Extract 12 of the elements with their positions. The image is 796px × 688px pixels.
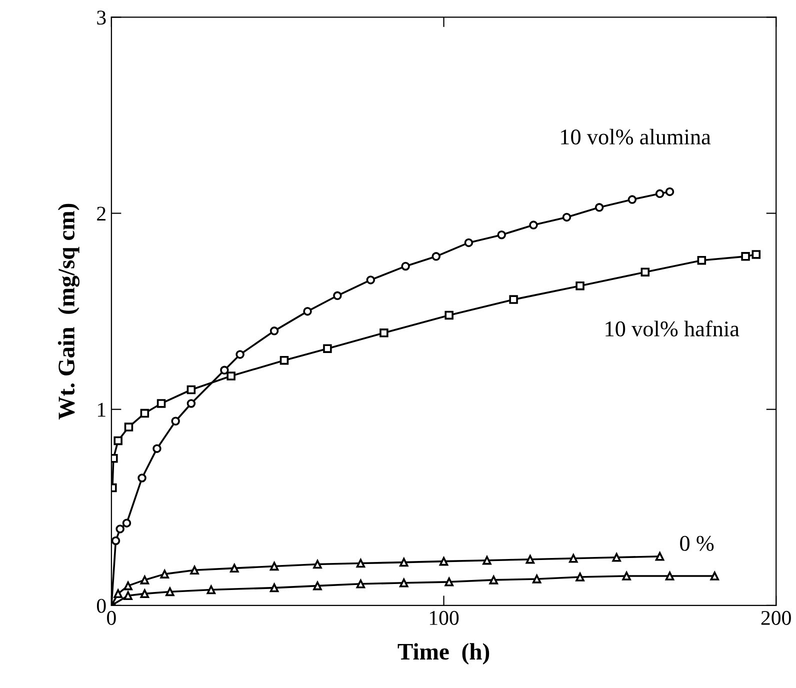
- y-axis-title: Wt. Gain (mg/sq cm): [58, 204, 80, 420]
- x-tick-label: 100: [430, 610, 459, 625]
- x-tick-label: 200: [761, 610, 791, 625]
- x-tick-label: 0: [107, 610, 116, 625]
- series-label: 10 vol% hafnia: [606, 320, 740, 336]
- x-axis-title: Time (h): [398, 643, 490, 664]
- text: 10 vol% alumina: [561, 128, 711, 145]
- y-tick-label: 2: [97, 206, 106, 221]
- y-tick-label: 0: [96, 598, 106, 613]
- y-tick-label: 3: [97, 10, 106, 25]
- series-label: 0 %: [680, 536, 714, 551]
- y-tick-label: 1: [98, 402, 106, 417]
